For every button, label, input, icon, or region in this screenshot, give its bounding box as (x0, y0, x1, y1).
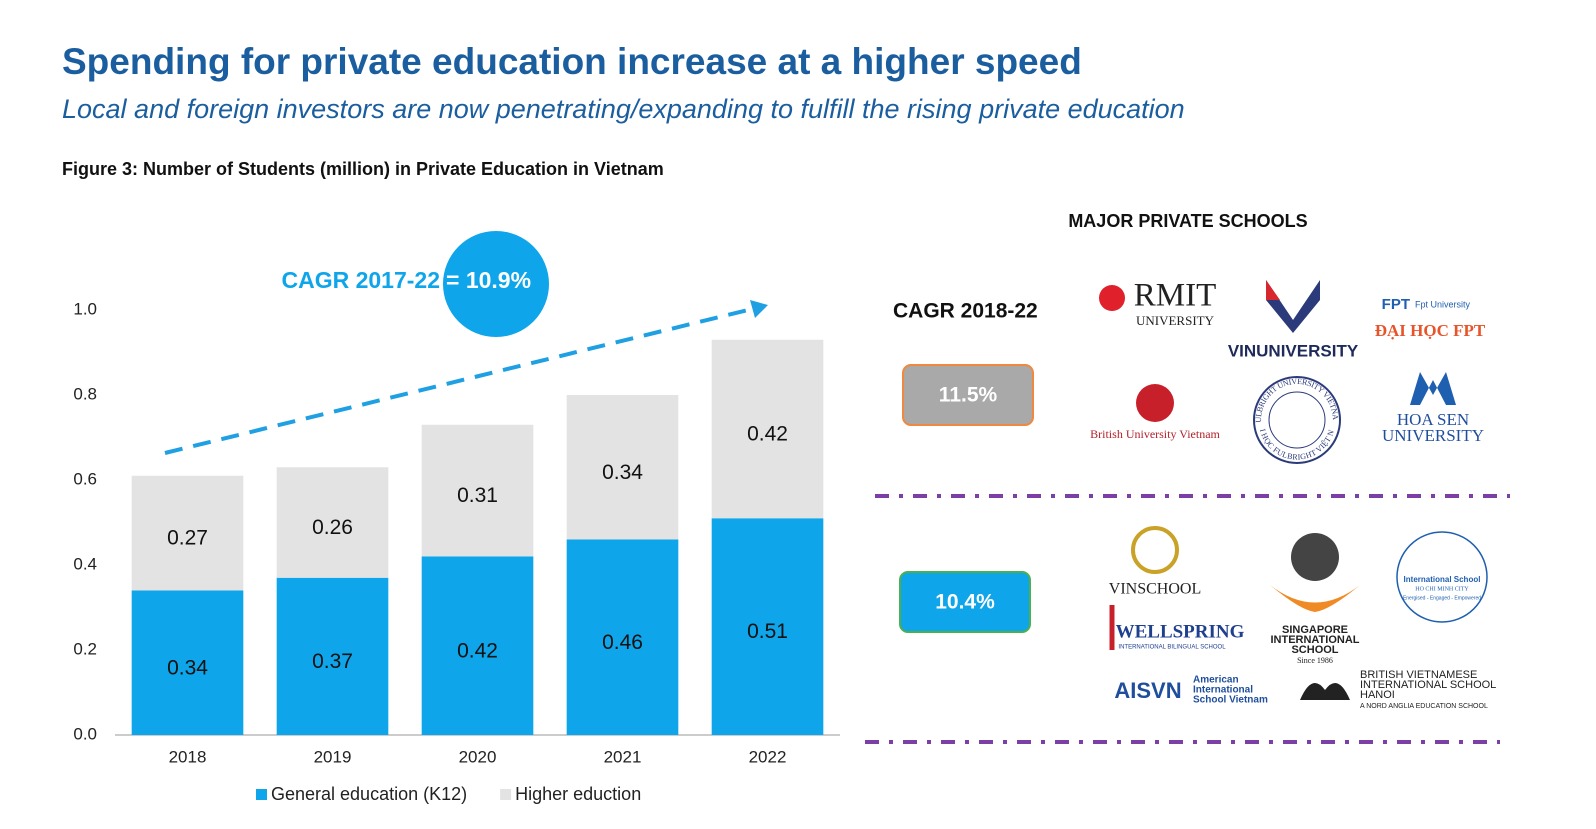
page-title: Spending for private education increase … (62, 41, 1082, 82)
logo-text: American (1193, 675, 1239, 686)
logo-text: SINGAPORE (1282, 624, 1348, 636)
logo-shape (1396, 531, 1488, 623)
logo-shape (1253, 376, 1341, 464)
logo-text: Fpt University (1415, 299, 1471, 309)
cagr-value: 11.5% (939, 384, 998, 407)
y-tick-label: 0.4 (73, 554, 97, 573)
cagr-box (902, 364, 1034, 426)
data-label: 0.31 (457, 484, 498, 507)
data-label: 0.37 (312, 650, 353, 673)
logo-shape (1300, 682, 1350, 700)
arrow-head (750, 300, 768, 318)
logo-shape (1270, 585, 1360, 612)
bar-segment (276, 577, 389, 735)
logo-shape (1268, 391, 1326, 449)
x-tick-label: 2021 (604, 747, 642, 766)
data-label: 0.42 (457, 639, 498, 662)
chart-title: Figure 3: Number of Students (million) i… (62, 159, 664, 179)
page-subtitle: Local and foreign investors are now pene… (62, 94, 1185, 124)
data-label: 0.46 (602, 631, 643, 654)
x-tick-label: 2022 (749, 747, 787, 766)
logo-text: International (1193, 685, 1253, 696)
bar-segment (711, 518, 824, 735)
logo-text: A NORD ANGLIA EDUCATION SCHOOL (1360, 703, 1488, 710)
logo-text: FPT (1382, 296, 1410, 313)
logo-text: INTERNATIONAL (1270, 634, 1359, 646)
logo-shape (1131, 526, 1179, 574)
logo-text: VINSCHOOL (1109, 581, 1201, 598)
logo-text: British University Vietnam (1090, 427, 1220, 441)
logo-text: BRITISH VIETNAMESE (1360, 669, 1477, 681)
cagr-label: CAGR 2018-22 (893, 300, 1038, 323)
y-tick-label: 0.6 (73, 469, 97, 488)
logo-text: INTERNATIONAL BILINGUAL SCHOOL (1118, 645, 1226, 651)
data-label: 0.34 (602, 461, 643, 484)
bar-segment (421, 424, 534, 557)
logo-text: UNIVERSITY (1136, 313, 1215, 328)
x-tick-label: 2018 (169, 747, 207, 766)
bar-segment (276, 467, 389, 578)
logo-shape (1099, 285, 1125, 311)
logo-text: Since 1986 (1297, 656, 1333, 665)
logo-text: SCHOOL (1291, 644, 1338, 656)
data-label: 0.42 (747, 423, 788, 446)
logo-text: Energised - Engaged - Empowered (1403, 595, 1481, 601)
y-tick-label: 0.2 (73, 639, 97, 658)
bar-segment (131, 590, 244, 735)
legend-label: General education (K12) (271, 784, 467, 804)
bar-segment (711, 339, 824, 519)
data-label: 0.27 (167, 527, 208, 550)
logo-text: VINUNIVERSITY (1228, 341, 1359, 360)
logo-text: HOA SEN (1397, 410, 1469, 429)
highlight-circle (443, 231, 549, 337)
bar-segment (566, 395, 679, 540)
legend-swatch (500, 789, 512, 800)
schools-title: MAJOR PRIVATE SCHOOLS (1068, 211, 1307, 231)
logo-shape (1266, 280, 1320, 333)
legend-swatch (256, 789, 267, 800)
logo-text: AISVN (1114, 678, 1181, 703)
x-tick-label: 2020 (459, 747, 497, 766)
cagr-box (899, 571, 1031, 633)
logo-text: International School (1404, 575, 1481, 584)
logo-text: HO CHI MINH CITY (1415, 586, 1469, 592)
logo-text: School Vietnam (1193, 695, 1268, 706)
logo-shape (1291, 533, 1339, 581)
cagr-value: 10.4% (935, 591, 995, 614)
y-tick-label: 0.0 (73, 724, 97, 743)
x-tick-label: 2019 (314, 747, 352, 766)
logo-text: ĐẠI HỌC FPT (1375, 321, 1486, 340)
logo-text: RMIT (1134, 278, 1217, 314)
logo-shape (1410, 372, 1456, 405)
logo-text: UNIVERSITY (1382, 426, 1484, 445)
data-label: 0.51 (747, 620, 788, 643)
data-label: 0.26 (312, 516, 353, 539)
bar-segment (421, 556, 534, 735)
logo-text: INTERNATIONAL SCHOOL (1360, 679, 1496, 691)
logo-text: WELLSPRING (1116, 621, 1245, 642)
y-tick-label: 1.0 (73, 299, 97, 318)
logo-shape (1266, 280, 1280, 300)
legend-label: Higher eduction (515, 784, 641, 804)
bar-segment (566, 539, 679, 735)
annotation-value: = 10.9% (446, 267, 531, 293)
bar-segment (131, 475, 244, 591)
trend-arrow (164, 307, 753, 455)
logo-shape (1136, 384, 1174, 422)
y-tick-label: 0.8 (73, 384, 97, 403)
data-label: 0.34 (167, 656, 208, 679)
annotation-label: CAGR 2017-22 (281, 267, 440, 293)
logo-text: HANOI (1360, 689, 1395, 701)
